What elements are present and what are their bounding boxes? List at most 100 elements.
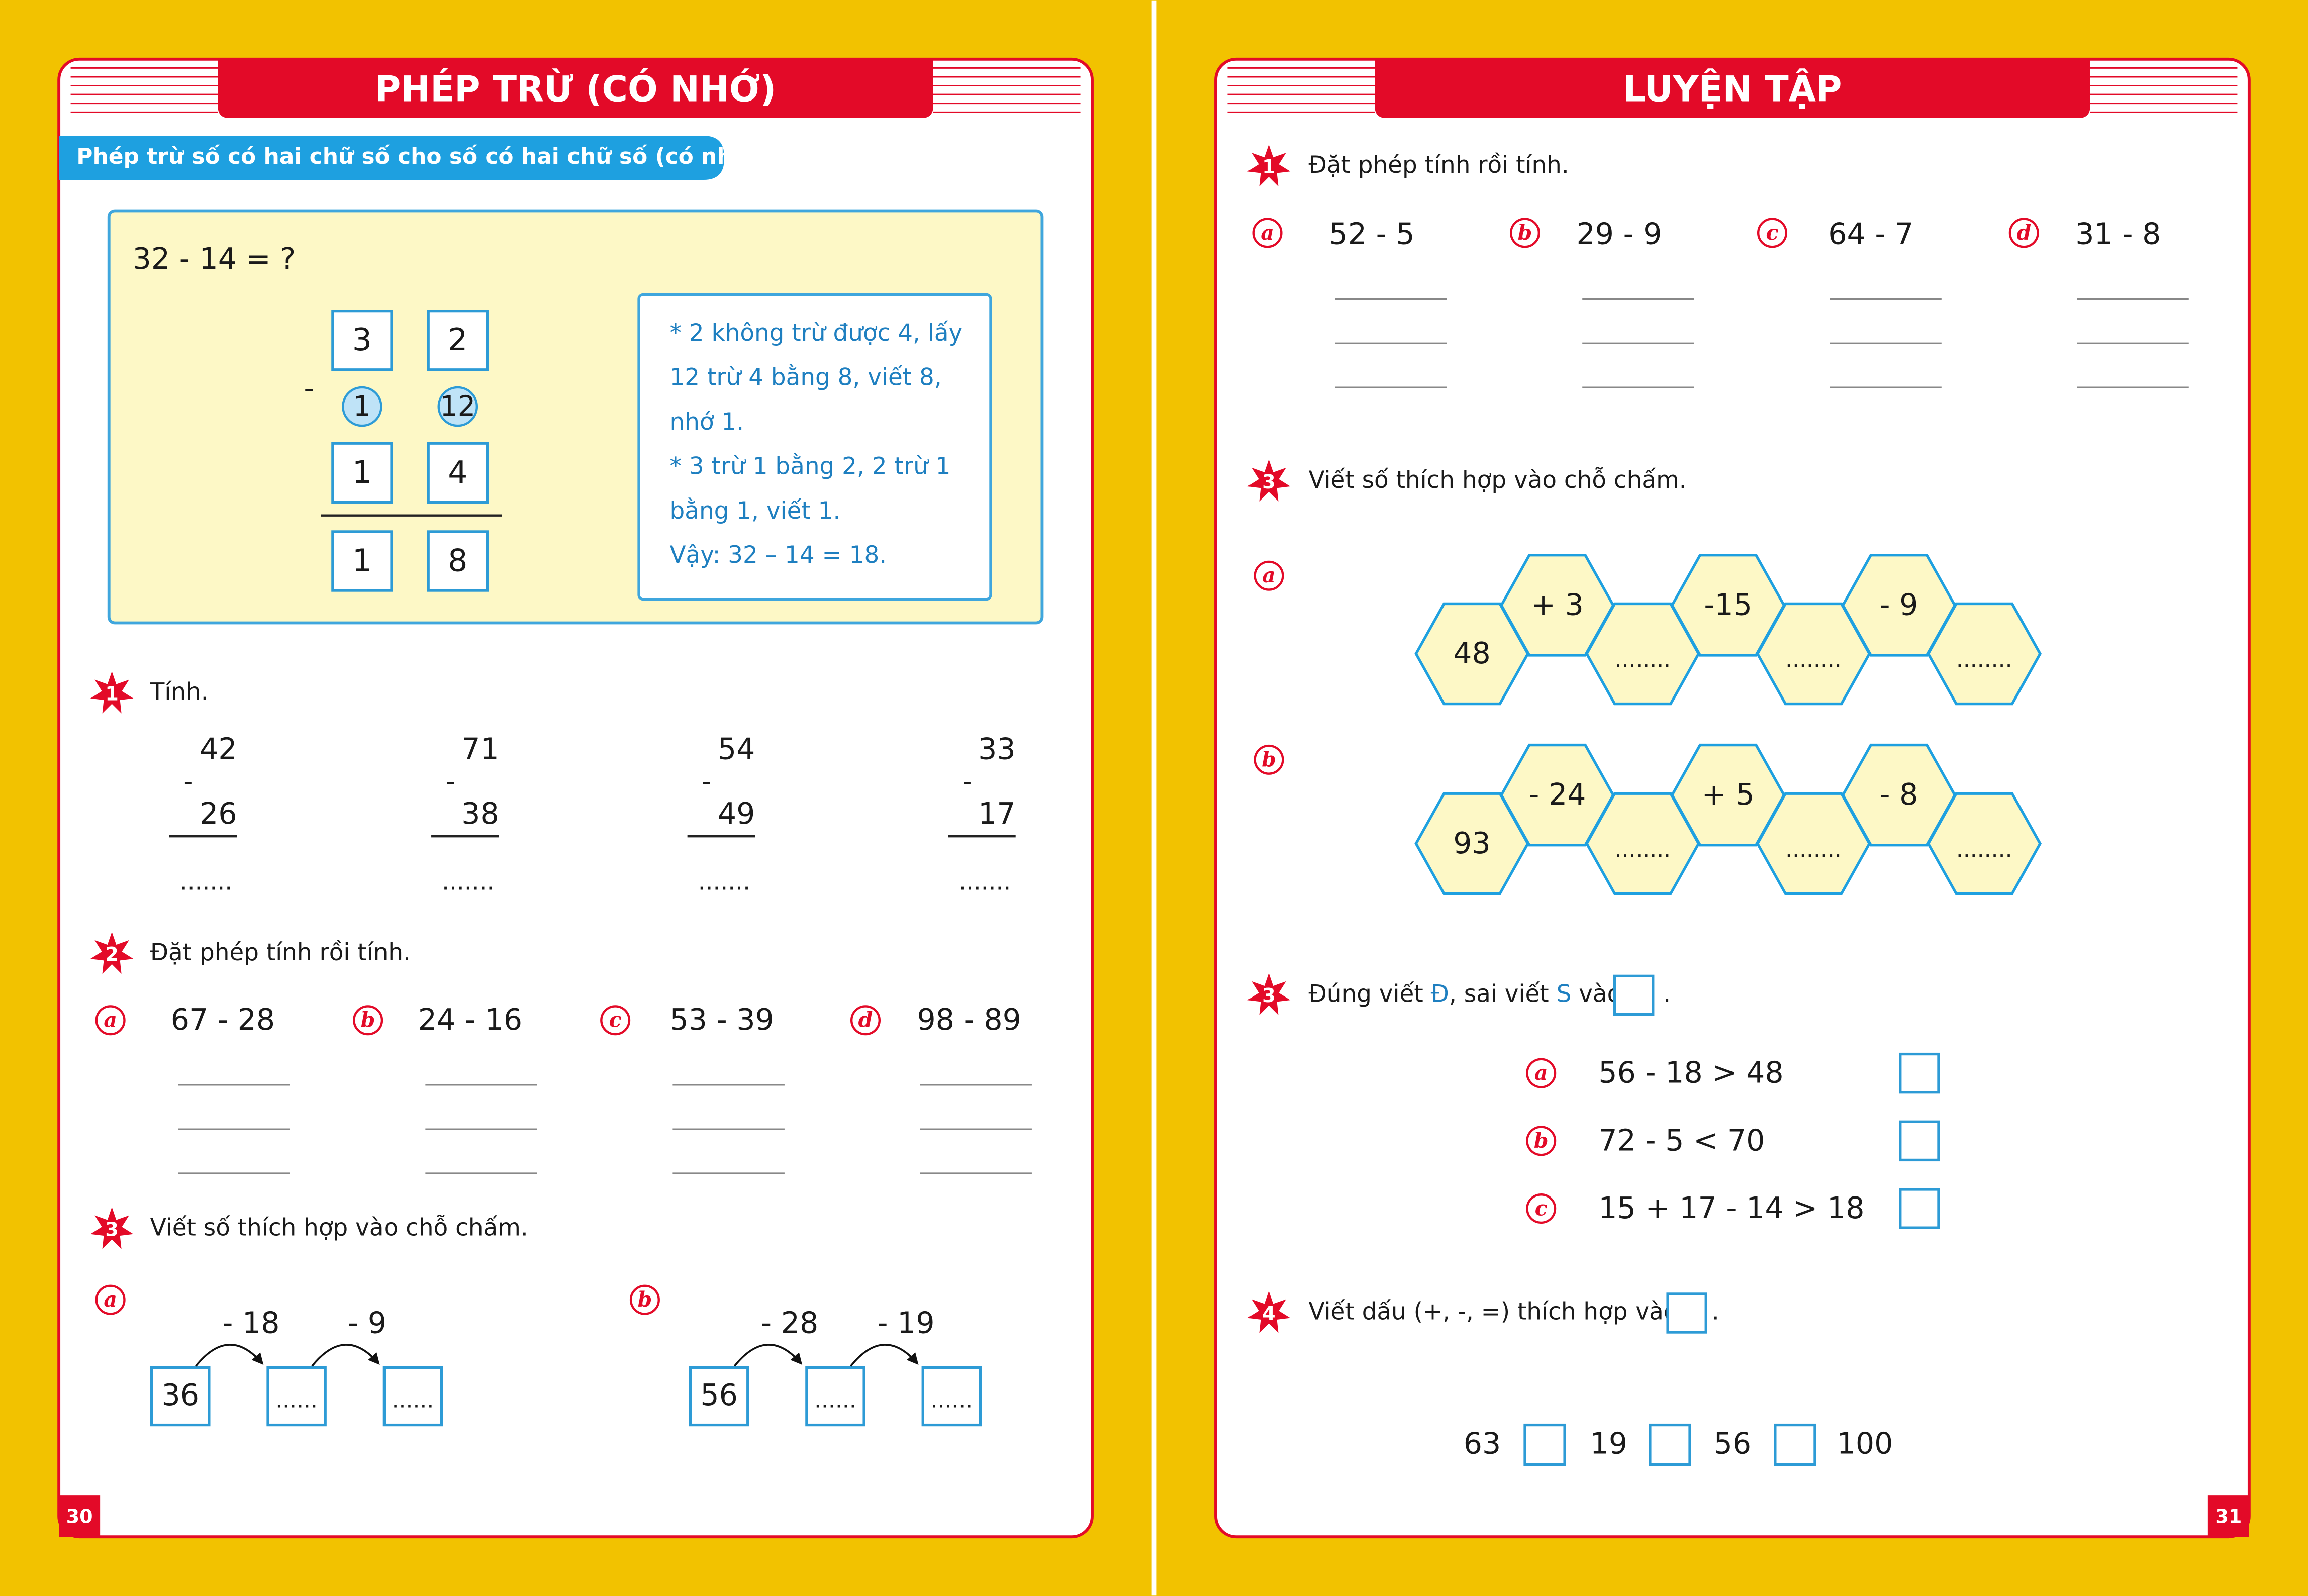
blank-dots: ........ [1956,647,2012,673]
instruction-part: Đúng viết [1309,980,1431,1008]
digit: 1 [353,390,371,423]
explanation-line: 12 trừ 4 bằng 8, viết 8, [670,364,942,391]
exercise-number: 3 [105,1219,118,1241]
operator: - [702,766,711,797]
page-number-box [2207,1495,2249,1537]
answer-box [1666,1292,1707,1334]
title-bar [1375,59,2090,118]
letter-circle [1526,1126,1557,1156]
exercise-badge [1247,1291,1291,1333]
digit-box [427,310,489,371]
page-number: 31 [2215,1506,2242,1528]
explanation-line: * 2 không trừ được 4, lấy [670,320,963,347]
exercise-badge [90,1207,134,1249]
digit: 8 [448,543,467,579]
step-label: - 18 [222,1306,279,1340]
statement: 15 + 17 - 14 > 18 [1598,1191,1864,1225]
step-arrow [733,1344,803,1367]
answer-dots: ....... [442,868,494,895]
page-number-box [59,1495,101,1537]
item-letter: b [1262,747,1276,771]
blank-dots: ........ [1614,837,1671,862]
instruction: Tính. [150,679,209,706]
operation: - 24 [1528,777,1586,812]
digit: 3 [352,322,372,358]
operand: 17 [978,796,1016,831]
operand: 33 [978,732,1016,766]
blank-dots: ...... [814,1387,856,1413]
letter-circle [2008,218,2039,248]
item-letter: d [858,1008,873,1032]
answer-box [1899,1120,1940,1162]
blank-dots: ........ [1785,647,1842,673]
start-number: 48 [1453,636,1491,670]
item-letter: b [638,1287,652,1312]
explanation-line: Vậy: 32 – 14 = 18. [670,542,887,569]
exercise-number: 1 [1262,156,1275,178]
digit-box [331,442,393,504]
letter-circle [353,1005,383,1036]
statement: 72 - 5 < 70 [1598,1123,1765,1157]
answer-box [1899,1052,1940,1094]
instruction: Đặt phép tính rồi tính. [1309,152,1569,179]
instruction-part: , sai viết [1449,980,1557,1008]
statement: 56 - 18 > 48 [1598,1056,1783,1090]
step-label: - 9 [348,1306,387,1340]
hexagon [1414,792,1529,895]
operand: 49 [718,796,755,831]
step-arrow [311,1344,380,1367]
exercise-number: 3 [1262,984,1275,1007]
letter-circle [1254,560,1284,591]
operator: - [446,766,455,797]
step-arrow [195,1344,264,1367]
expression: 52 - 5 [1329,217,1415,251]
operation: - 8 [1879,777,1918,812]
operator: - [183,766,193,797]
answer-box [1774,1423,1816,1466]
hexagon [1927,602,2042,706]
operation: + 3 [1531,587,1584,622]
answer-box [1899,1188,1940,1229]
expression: 31 - 8 [2075,217,2161,251]
blank-dots: ...... [930,1387,973,1413]
item-letter: c [609,1008,622,1032]
exercise-badge [1247,459,1291,502]
step-arrow [850,1344,919,1367]
operand: 38 [461,796,499,831]
borrow-circle [342,386,382,427]
explanation-line: nhớ 1. [670,409,744,436]
number: 100 [1837,1427,1893,1461]
instruction-part: S [1557,980,1572,1008]
start-number: 93 [1453,826,1491,860]
digit-box [331,530,393,592]
operation: - 9 [1879,587,1918,622]
subtitle: Phép trừ số có hai chữ số cho số có hai … [76,144,758,169]
number: 19 [1590,1427,1628,1461]
letter-circle [1757,218,1788,248]
item-letter: a [104,1287,117,1312]
letter-circle [1526,1193,1557,1224]
answer-box [689,1366,749,1427]
blank-dots: ........ [1614,647,1671,673]
step-label: - 28 [761,1306,818,1340]
instruction: Viết số thích hợp vào chỗ chấm. [150,1215,528,1242]
digit: 1 [352,454,372,490]
digit-box [427,442,489,504]
hexagon [1414,602,1529,706]
item-letter: b [361,1008,375,1032]
answer-box [382,1366,443,1427]
start-number: 56 [700,1378,738,1412]
item-letter: a [1261,221,1274,245]
item-letter: b [1534,1129,1549,1153]
subtitle-bar [59,136,724,180]
digit: 2 [448,322,467,358]
hexagon [1756,602,1871,706]
answer-dots: ....... [180,868,232,895]
item-letter: a [1262,563,1276,587]
instruction-part: vào [1571,980,1621,1008]
letter-circle [629,1284,660,1315]
instruction: Đặt phép tính rồi tính. [150,939,411,966]
answer-box [921,1366,982,1427]
